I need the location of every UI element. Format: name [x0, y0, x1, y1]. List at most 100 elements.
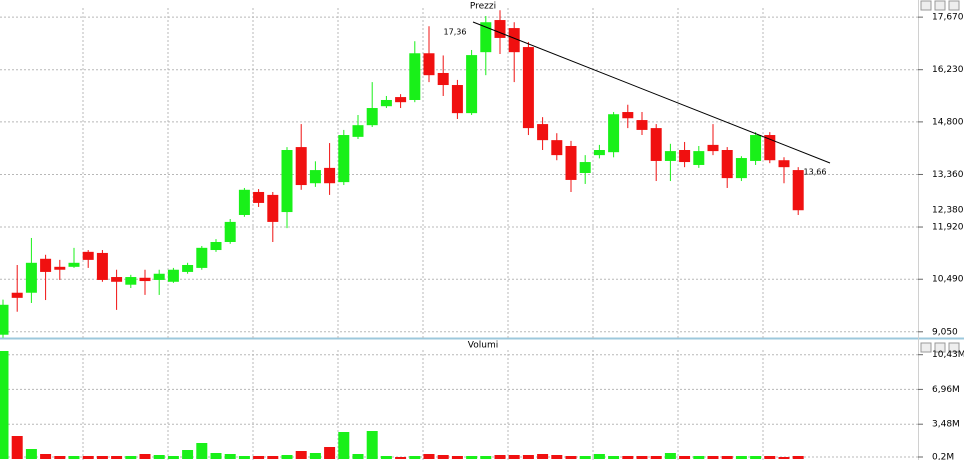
volume-bar	[565, 456, 577, 459]
volume-bar	[664, 453, 676, 459]
volume-bar	[153, 455, 165, 459]
candle-body	[68, 262, 80, 267]
volume-bar	[196, 443, 208, 459]
candle-body	[735, 158, 747, 179]
volume-bar	[324, 447, 336, 459]
volume-bar	[764, 456, 776, 459]
candle-body	[480, 22, 492, 53]
candle-body	[778, 160, 790, 168]
candle-body	[182, 264, 194, 272]
candle-body	[54, 266, 66, 270]
candle-body	[451, 85, 463, 114]
candle-body	[466, 55, 478, 114]
volume-bar	[593, 454, 605, 459]
volume-bar	[182, 450, 194, 459]
window-buttons[interactable]	[920, 0, 960, 353]
volume-bar	[636, 456, 648, 459]
candle-body	[792, 170, 804, 211]
volume-bar	[111, 456, 123, 459]
candle-body	[111, 277, 123, 282]
candle-body	[551, 140, 563, 156]
volume-bar	[281, 455, 293, 459]
y-tick-label: 6,96M	[932, 385, 960, 395]
volume-bar	[238, 456, 250, 459]
candle-body	[395, 97, 407, 103]
minimize-button[interactable]	[920, 342, 932, 353]
candle-body	[25, 262, 37, 293]
volume-bar	[750, 456, 762, 459]
volume-bar	[721, 456, 733, 459]
volume-bar	[295, 451, 307, 459]
candle-body	[40, 258, 52, 272]
minimize-button[interactable]	[920, 0, 932, 11]
candle-body	[693, 151, 705, 165]
volume-bar	[68, 456, 80, 459]
close-button[interactable]	[948, 342, 960, 353]
volume-bar	[707, 456, 719, 459]
volume-bar	[423, 454, 435, 459]
candle-body	[494, 20, 506, 38]
y-tick-label: 9,050	[932, 327, 958, 337]
candle-body	[579, 162, 591, 173]
maximize-button[interactable]	[934, 0, 946, 11]
close-button[interactable]	[948, 0, 960, 11]
volume-bar	[409, 456, 421, 459]
candle-body	[707, 144, 719, 152]
candle-body	[11, 292, 23, 298]
volume-bar	[96, 456, 108, 459]
y-tick-label: 17,670	[932, 13, 964, 23]
candle-body	[522, 47, 534, 129]
volume-bar	[11, 436, 23, 459]
volume-bar	[537, 454, 549, 459]
volume-bar	[224, 454, 236, 459]
candle-body	[167, 269, 179, 282]
volume-bar	[125, 456, 137, 459]
panel-title: Volumi	[468, 341, 498, 351]
candle-body	[196, 247, 208, 268]
volume-bar	[267, 456, 279, 459]
volume-bar	[210, 453, 222, 459]
y-tick-label: 10,490	[932, 275, 964, 285]
volume-bar	[40, 454, 52, 459]
volume-bar	[0, 351, 9, 459]
volume-bar	[778, 457, 790, 459]
volume-bar	[494, 455, 506, 459]
y-tick-label: 16,230	[932, 65, 964, 75]
candle-body	[267, 194, 279, 222]
candle-body	[139, 277, 151, 282]
volume-bar	[139, 454, 151, 459]
volume-bar	[792, 456, 804, 459]
candle-body	[537, 124, 549, 141]
candle-body	[721, 150, 733, 179]
volume-bar	[82, 456, 94, 459]
maximize-button[interactable]	[934, 342, 946, 353]
annotation: 13,66	[804, 168, 827, 177]
candle-body	[380, 99, 392, 107]
candle-body	[593, 150, 605, 156]
candle-body	[750, 135, 762, 161]
candle-body	[210, 241, 222, 251]
volume-bar	[309, 453, 321, 459]
candle-body	[253, 191, 265, 203]
candle-body	[309, 170, 321, 184]
candle-body	[608, 114, 620, 153]
volume-bar	[54, 456, 66, 459]
candle-body	[508, 28, 520, 53]
volume-bar	[366, 431, 378, 459]
candle-body	[281, 150, 293, 213]
candle-body	[622, 112, 634, 119]
volume-bar	[693, 456, 705, 459]
volume-bar	[735, 456, 747, 459]
candle-body	[352, 125, 364, 137]
volume-bar	[451, 456, 463, 459]
volume-bar	[579, 456, 591, 459]
volume-bar	[437, 455, 449, 459]
candle-body	[636, 120, 648, 130]
candle-body	[238, 189, 250, 215]
volume-bar	[551, 455, 563, 459]
candle-body	[650, 128, 662, 161]
y-tick-label: 10,43M	[932, 350, 964, 360]
y-tick-label: 14,800	[932, 117, 964, 127]
